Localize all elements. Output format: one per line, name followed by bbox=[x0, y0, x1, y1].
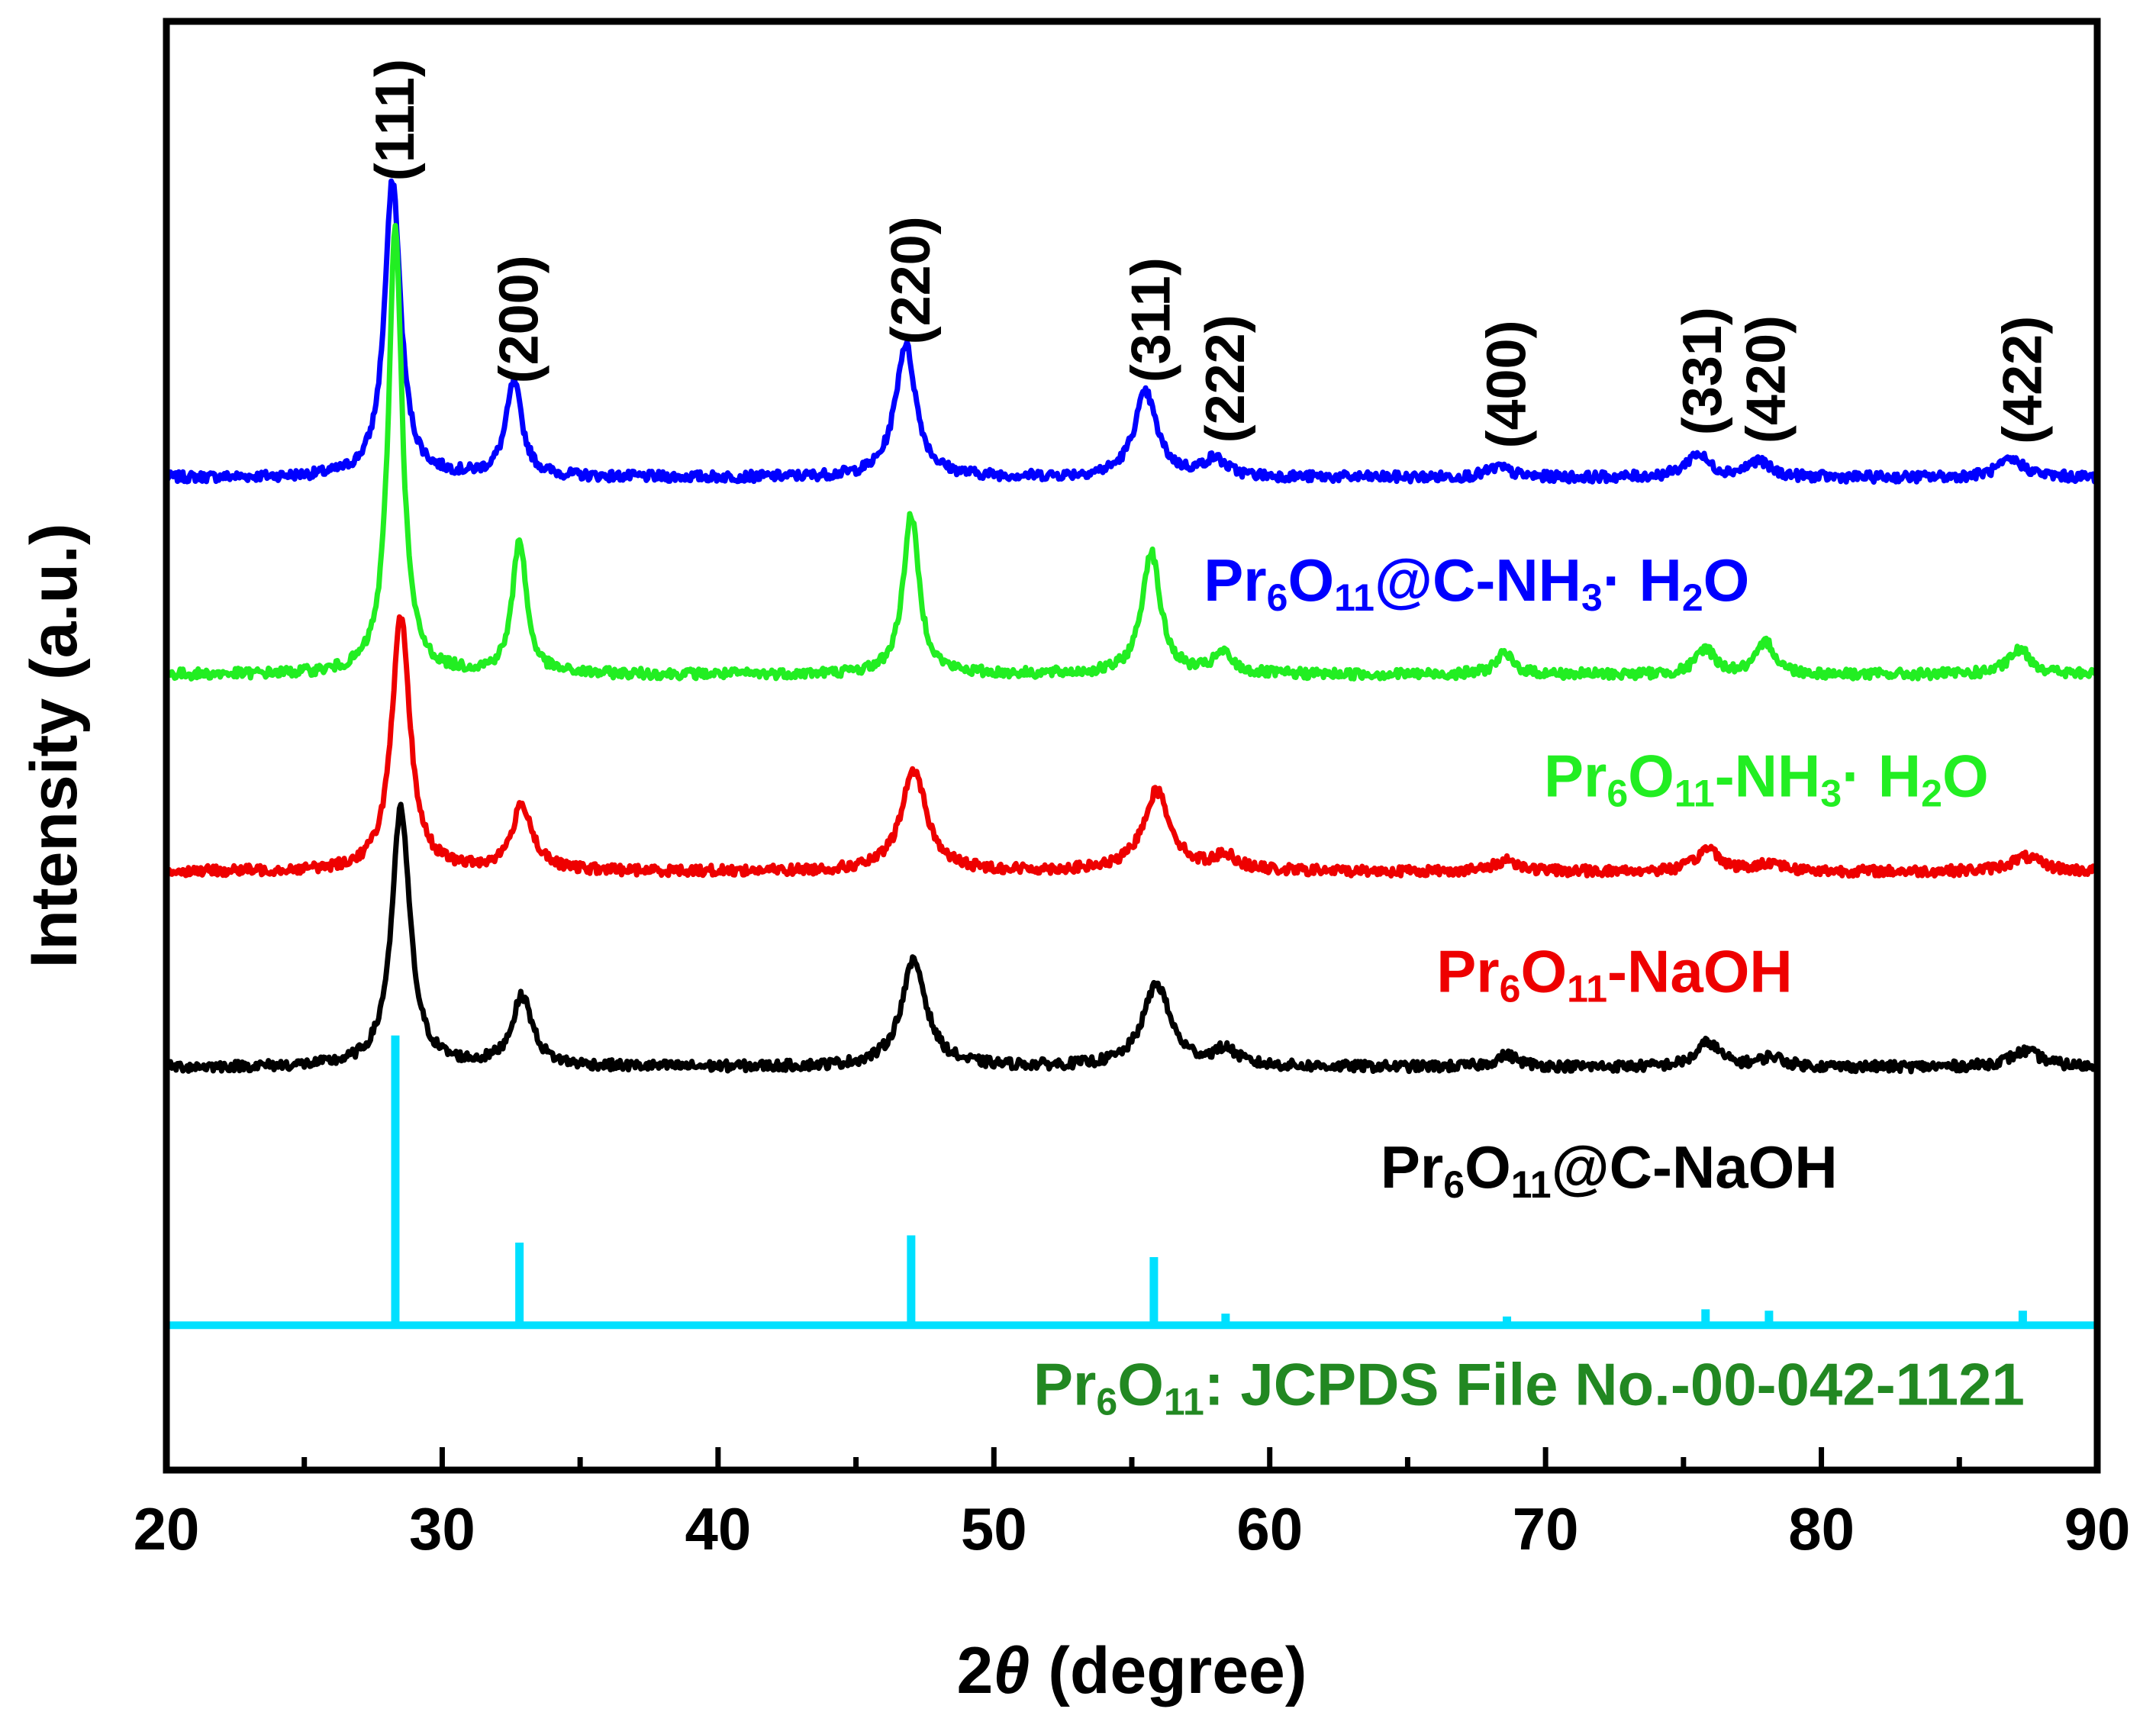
y-axis-title: Intensity (a.u.) bbox=[18, 524, 91, 969]
x-tick-label: 50 bbox=[961, 1495, 1027, 1562]
x-tick-label: 40 bbox=[685, 1495, 751, 1562]
series-label: Pr6O11@C-NH3· H2O bbox=[1204, 547, 1749, 619]
peak-label: (331) bbox=[1672, 307, 1733, 435]
series-line bbox=[163, 223, 2100, 682]
x-tick-label: 20 bbox=[134, 1495, 200, 1562]
reference-pattern bbox=[166, 1035, 2097, 1330]
series-line bbox=[163, 178, 2100, 485]
reference-label: Pr6O11: JCPDS File No.-00-042-1121 bbox=[1033, 1351, 2025, 1424]
peak-labels: (111) (200) (220) (311) (222) (400) (331) (420)… bbox=[365, 59, 2053, 448]
series-labels: Pr6O11@C-NH3· H2O Pr6O11-NH3· H2O Pr6O11-N… bbox=[1033, 547, 2025, 1423]
series-label: Pr6O11-NH3· H2O bbox=[1544, 742, 1989, 814]
peak-label: (311) bbox=[1120, 257, 1181, 382]
peak-label: (400) bbox=[1477, 320, 1538, 448]
x-tick-label: 90 bbox=[2064, 1495, 2131, 1562]
series-line bbox=[163, 801, 2100, 1075]
x-tick-label: 70 bbox=[1513, 1495, 1579, 1562]
series-label: Pr6O11-NaOH bbox=[1436, 938, 1792, 1011]
x-tick-label: 30 bbox=[409, 1495, 475, 1562]
peak-label: (111) bbox=[365, 59, 426, 181]
peak-label: (200) bbox=[489, 255, 550, 383]
series-group bbox=[163, 178, 2100, 1075]
x-tick-label: 60 bbox=[1236, 1495, 1303, 1562]
x-axis: 20 30 40 50 60 70 80 90 bbox=[134, 1447, 2131, 1562]
peak-label: (420) bbox=[1735, 315, 1797, 443]
peak-label: (222) bbox=[1195, 314, 1256, 443]
series-label: Pr6O11@C-NaOH bbox=[1381, 1133, 1838, 1206]
peak-label: (220) bbox=[881, 216, 942, 344]
series-line bbox=[163, 614, 2100, 879]
x-axis-title: 2θ (degree) bbox=[956, 1634, 1307, 1707]
x-tick-label: 80 bbox=[1788, 1495, 1855, 1562]
peak-label: (422) bbox=[1992, 316, 2053, 444]
